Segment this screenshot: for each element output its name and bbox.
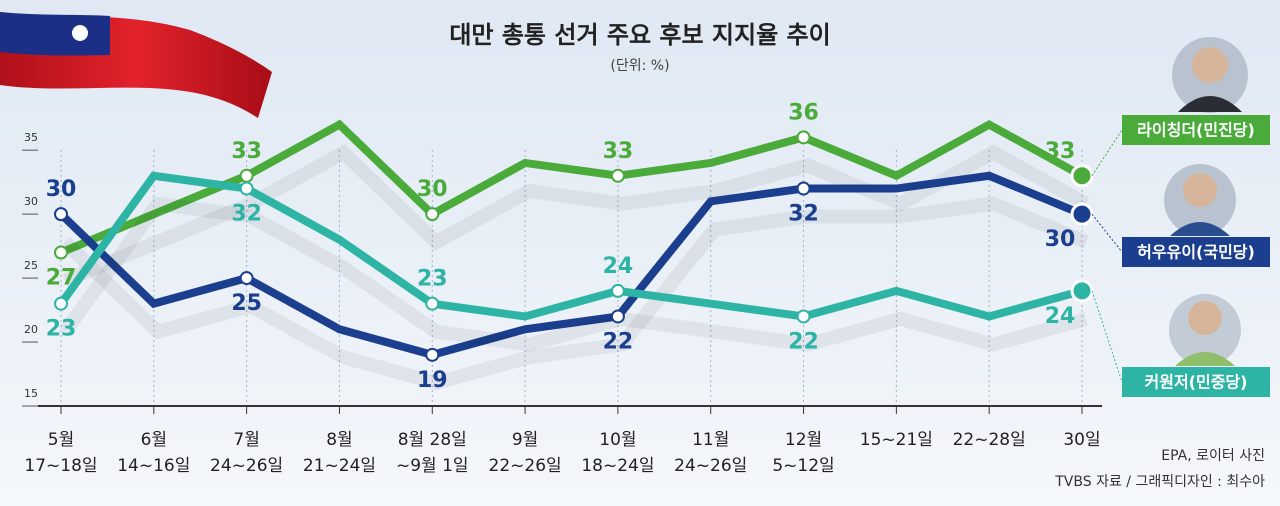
data-label: 33 — [231, 139, 262, 164]
point — [425, 207, 440, 222]
x-tick-label: 24~26일 — [210, 456, 283, 476]
chart-subtitle: (단위: %) — [610, 58, 669, 74]
point — [1070, 164, 1094, 188]
data-label: 23 — [46, 317, 77, 342]
data-label: 24 — [603, 254, 634, 279]
point — [796, 309, 811, 324]
series-line — [57, 171, 1084, 321]
y-tick-label: 20 — [24, 323, 38, 336]
legend-box — [1122, 115, 1270, 145]
x-tick-label: ~9월 1일 — [396, 456, 469, 476]
point — [796, 181, 811, 196]
y-tick-label: 30 — [24, 195, 38, 208]
x-tick-label: 24~26일 — [674, 456, 747, 476]
x-tick-label: 6월 — [141, 430, 167, 450]
source: TVBS 자료 / 그래픽디자인 : 최수아 — [1054, 474, 1265, 490]
point — [610, 168, 625, 183]
y-tick-label: 35 — [24, 131, 38, 144]
point — [425, 347, 440, 362]
line-shadow — [62, 143, 1090, 287]
legend-connector — [1091, 129, 1123, 177]
data-label: 22 — [788, 329, 819, 354]
x-tick-label: 5~12일 — [772, 456, 834, 476]
x-tick-label: 10월 — [599, 430, 636, 450]
legend-box — [1122, 367, 1270, 397]
point — [1070, 279, 1094, 303]
data-label: 30 — [1045, 227, 1076, 252]
data-label: 30 — [417, 177, 448, 202]
point — [239, 181, 254, 196]
point — [239, 271, 254, 286]
x-tick-label: 18~24일 — [581, 456, 654, 476]
data-label: 23 — [417, 267, 448, 292]
point — [425, 296, 440, 311]
x-tick-label: 14~16일 — [117, 456, 190, 476]
data-label: 24 — [1045, 304, 1076, 329]
x-tick-label: 15~21일 — [860, 430, 933, 450]
x-tick-label: 11월 — [692, 430, 729, 450]
chart-title: 대만 총통 선거 주요 후보 지지율 추이 — [449, 21, 830, 49]
data-label: 27 — [46, 266, 77, 291]
point — [610, 309, 625, 324]
series-line — [58, 171, 1084, 359]
data-label: 30 — [46, 177, 77, 202]
x-tick-label: 5월 — [48, 430, 74, 450]
line-shadow — [59, 196, 1088, 352]
y-tick-label: 15 — [24, 387, 38, 400]
x-tick-label: 8월 28일 — [398, 430, 467, 450]
x-tick-label: 22~28일 — [953, 430, 1026, 450]
x-tick-label: 12월 — [785, 430, 822, 450]
data-label: 25 — [231, 291, 262, 316]
point — [796, 130, 811, 145]
x-tick-label: 9월 — [512, 430, 538, 450]
legend-label: 라이칭더(민진당) — [1137, 121, 1255, 140]
point — [54, 207, 68, 222]
flag — [0, 12, 272, 118]
data-label: 19 — [417, 368, 448, 393]
point — [54, 245, 68, 260]
x-tick-label: 30일 — [1063, 430, 1100, 450]
legend-label: 허우유이(국민당) — [1137, 243, 1255, 262]
data-label: 33 — [1045, 139, 1076, 164]
x-tick-label: 21~24일 — [303, 456, 376, 476]
line-shadow — [60, 196, 1089, 391]
data-label: 36 — [788, 100, 819, 125]
data-label: 32 — [788, 202, 819, 227]
series-line — [59, 119, 1084, 257]
x-tick-label: 7월 — [233, 430, 259, 450]
point — [610, 283, 625, 298]
data-label: 32 — [231, 202, 262, 227]
point — [1070, 202, 1094, 226]
legend-box — [1122, 237, 1270, 267]
data-label: 33 — [603, 139, 634, 164]
source: EPA, 로이터 사진 — [1161, 448, 1265, 464]
point — [54, 296, 68, 311]
x-tick-label: 8월 — [326, 430, 352, 450]
legend-label: 커원저(민중당) — [1145, 373, 1248, 392]
x-tick-label: 17~18일 — [24, 456, 97, 476]
y-tick-label: 25 — [24, 259, 38, 272]
point — [239, 168, 254, 183]
portraits — [1164, 37, 1248, 366]
data-label: 22 — [603, 329, 634, 354]
x-tick-label: 22~26일 — [489, 456, 562, 476]
legend-connector — [1091, 213, 1123, 253]
